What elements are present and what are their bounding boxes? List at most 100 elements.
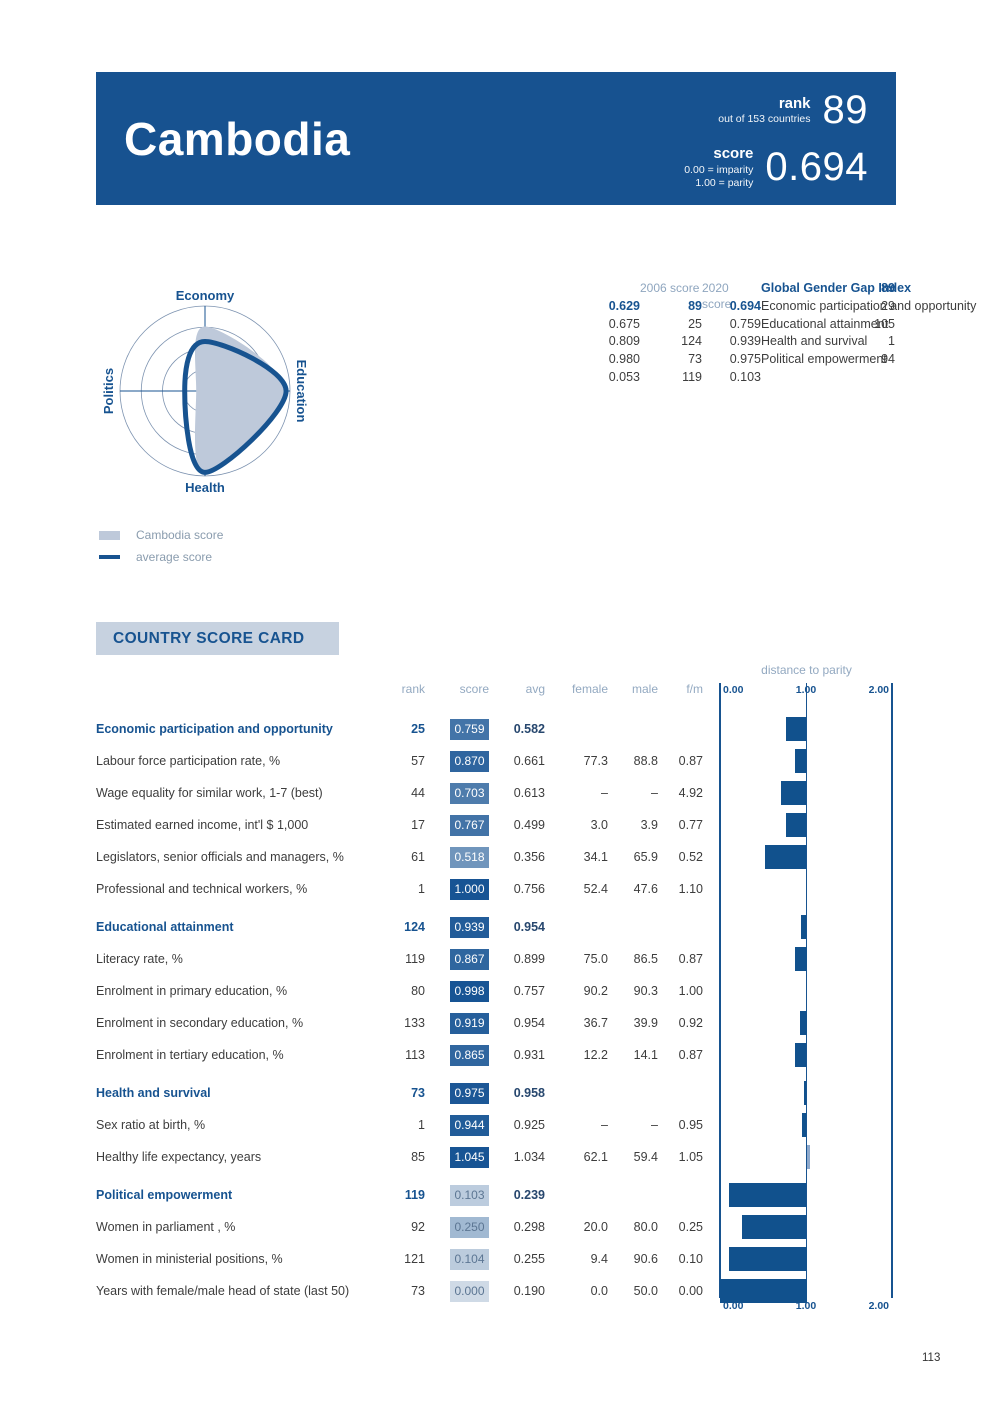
indicator-label: Enrolment in tertiary education, % [96, 1048, 284, 1062]
score-sublabel-imparity: 0.00 = imparity [684, 163, 754, 176]
radar-axis-health: Health [185, 480, 225, 495]
summary-rank-2006: 105 [874, 316, 895, 331]
indicator-male: 14.1 [633, 1048, 658, 1062]
parity-scale-bottom: 0.00 1.00 2.00 [723, 1300, 889, 1312]
distance-to-parity-bar [801, 915, 807, 939]
distance-to-parity-bar-cell [720, 911, 893, 943]
scorecard-section-row: Educational attainment 124 0.939 0.954 [96, 911, 894, 943]
indicator-score-box: 0.939 [450, 916, 489, 938]
indicator-label: Health and survival [96, 1086, 211, 1100]
distance-to-parity-bar-cell [720, 975, 893, 1007]
scorecard-indicator-row: Enrolment in tertiary education, % 113 0.8… [96, 1039, 894, 1071]
distance-to-parity-bar-cell [720, 1109, 893, 1141]
col-header-male: male [631, 682, 658, 696]
indicator-avg: 0.931 [513, 1048, 545, 1062]
indicator-fm-ratio: 0.92 [678, 1016, 703, 1030]
indicator-female: 34.1 [583, 850, 608, 864]
rank-block: rank out of 153 countries 89 [538, 88, 868, 133]
indicator-fm-ratio: 0.95 [678, 1118, 703, 1132]
distance-to-parity-bar [801, 1113, 807, 1137]
scorecard-indicator-row: Enrolment in primary education, % 80 0.998… [96, 975, 894, 1007]
indicator-score-box: 0.104 [450, 1248, 489, 1270]
col-header-fm: f/m [686, 682, 703, 696]
legend-country: Cambodia score [99, 528, 223, 542]
summary-row-label: Health and survival [761, 334, 868, 349]
distance-to-parity-bar [785, 717, 807, 741]
summary-header-2020: 2020 score [702, 281, 732, 311]
indicator-score-box: 0.703 [450, 782, 489, 804]
indicator-label: Literacy rate, % [96, 952, 183, 966]
indicator-male: 3.9 [640, 818, 658, 832]
indicator-avg: 0.356 [513, 850, 545, 864]
indicator-male: 50.0 [633, 1284, 658, 1298]
distance-to-parity-bar-cell [720, 777, 893, 809]
distance-to-parity-bar-cell [720, 1179, 893, 1211]
distance-to-parity-bar [804, 1081, 807, 1105]
distance-to-parity-bar-cell [720, 1039, 893, 1071]
summary-score-2006: 0.629 [608, 298, 640, 313]
indicator-score-box: 0.250 [450, 1216, 489, 1238]
indicator-score-box: 0.998 [450, 980, 489, 1002]
indicator-avg: 0.661 [513, 754, 545, 768]
summary-rank-2006: 1 [888, 334, 895, 349]
indicator-rank: 85 [411, 1150, 425, 1164]
page-number: 113 [922, 1352, 941, 1364]
indicator-avg: 0.958 [513, 1086, 545, 1100]
legend-average: average score [99, 550, 223, 564]
indicator-fm-ratio: 0.25 [678, 1220, 703, 1234]
distance-to-parity-bar [729, 1247, 807, 1271]
distance-to-parity-bar-cell [720, 809, 893, 841]
radar-axis-economy: Economy [176, 288, 235, 303]
indicator-rank: 17 [411, 818, 425, 832]
distance-to-parity-bar [799, 1011, 807, 1035]
indicator-score-box: 0.103 [450, 1184, 489, 1206]
indicator-fm-ratio: 0.77 [678, 818, 703, 832]
indicator-label: Legislators, senior officials and manage… [96, 850, 344, 864]
indicator-avg: 1.034 [513, 1150, 545, 1164]
indicator-score-box: 1.000 [450, 878, 489, 900]
indicator-fm-ratio: 0.87 [678, 754, 703, 768]
distance-to-parity-bar-cell [720, 1077, 893, 1109]
indicator-rank: 1 [418, 882, 425, 896]
scorecard-indicator-row: Years with female/male head of state (la… [96, 1275, 894, 1307]
indicator-male: 65.9 [633, 850, 658, 864]
indicator-avg: 0.954 [513, 920, 545, 934]
distance-to-parity-bar-cell [720, 745, 893, 777]
summary-rank-2020: 119 [682, 369, 702, 384]
indicator-male: – [651, 786, 658, 800]
indicator-score-box: 0.518 [450, 846, 489, 868]
summary-rank-2006: 94 [881, 352, 895, 367]
indicator-label: Enrolment in secondary education, % [96, 1016, 304, 1030]
score-label: score [713, 145, 754, 162]
scorecard-indicator-row: Wage equality for similar work, 1-7 (bes… [96, 777, 894, 809]
summary-row-label: Educational attainment [761, 316, 889, 331]
indicator-score-box: 0.759 [450, 718, 489, 740]
indicator-label: Educational attainment [96, 920, 234, 934]
summary-score-2006: 0.980 [608, 352, 640, 367]
indicator-female: 20.0 [583, 1220, 608, 1234]
summary-score-2020: 0.939 [729, 334, 761, 349]
rank-sublabel: out of 153 countries [718, 113, 811, 126]
scorecard-indicator-row: Labour force participation rate, % 57 0.87… [96, 745, 894, 777]
country-score-swatch [99, 530, 120, 540]
indicator-avg: 0.925 [513, 1118, 545, 1132]
legend-average-label: average score [136, 550, 213, 564]
indicator-female: 90.2 [583, 984, 608, 998]
indicator-score-box: 0.000 [450, 1280, 489, 1302]
indicator-male: 80.0 [633, 1220, 658, 1234]
indicator-male: 90.3 [633, 984, 658, 998]
indicator-label: Professional and technical workers, % [96, 882, 308, 896]
header-stats: rank out of 153 countries 89 score 0.00 … [538, 82, 868, 190]
distance-to-parity-bar-cell [720, 1211, 893, 1243]
indicator-fm-ratio: 0.87 [678, 1048, 703, 1062]
summary-rank-2006: 29 [881, 298, 895, 313]
indicator-avg: 0.255 [513, 1252, 545, 1266]
distance-to-parity-bar-cell [720, 841, 893, 873]
scorecard-indicator-row: Enrolment in secondary education, % 133 0.… [96, 1007, 894, 1039]
radar-axis-politics: Politics [101, 368, 116, 414]
indicator-male: 90.6 [633, 1252, 658, 1266]
indicator-male: 88.8 [633, 754, 658, 768]
indicator-avg: 0.757 [513, 984, 545, 998]
distance-to-parity-bar [806, 1145, 811, 1169]
indicator-label: Years with female/male head of state (la… [96, 1284, 350, 1298]
